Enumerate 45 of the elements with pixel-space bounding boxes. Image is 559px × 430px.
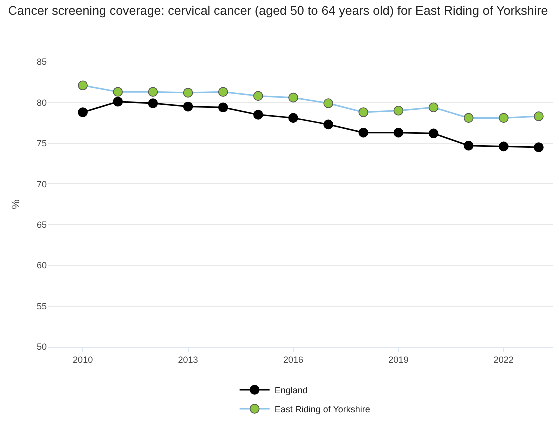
legend-label: England (274, 386, 308, 396)
x-tick-label: 2013 (178, 354, 198, 365)
point (183, 102, 194, 112)
point (288, 113, 298, 124)
y-tick-label: 80 (36, 98, 47, 108)
x-tick-label: 2016 (283, 354, 304, 365)
point (148, 98, 158, 108)
x-tick-label: 2022 (494, 354, 514, 365)
point (113, 87, 124, 98)
point (464, 140, 474, 151)
point (428, 102, 439, 112)
point (534, 112, 544, 122)
point (218, 87, 228, 98)
y-tick-label: 70 (36, 179, 47, 190)
point (428, 128, 439, 139)
point (78, 80, 88, 91)
point (148, 87, 158, 98)
point (218, 102, 228, 112)
y-tick-label: 65 (36, 220, 47, 230)
point (464, 113, 474, 124)
y-tick-label: 75 (36, 138, 47, 149)
chart-title: Cancer screening coverage: cervical cancer (aged 50 to 64 years old) for East Riding of Yorkshire (8, 4, 548, 18)
point (288, 92, 298, 103)
point (324, 120, 334, 130)
x-tick-label: 2010 (73, 354, 94, 365)
point (324, 98, 334, 108)
y-tick-label: 60 (36, 260, 47, 271)
point (394, 128, 404, 138)
point (394, 106, 404, 116)
point (499, 142, 509, 152)
point (254, 110, 264, 120)
point (183, 88, 194, 98)
y-tick-label: 55 (36, 301, 47, 312)
point (499, 113, 509, 124)
x-tick-label: 2019 (388, 354, 409, 365)
point (358, 128, 369, 138)
y-tick-label: 85 (36, 57, 47, 68)
point (78, 108, 88, 118)
legend-label: East Riding of Yorkshire (274, 404, 370, 415)
point (113, 97, 124, 107)
y-tick-label: 50 (36, 342, 47, 352)
y-axis-title: % (10, 199, 23, 210)
point (534, 142, 544, 152)
point (254, 91, 264, 102)
point (358, 108, 369, 118)
